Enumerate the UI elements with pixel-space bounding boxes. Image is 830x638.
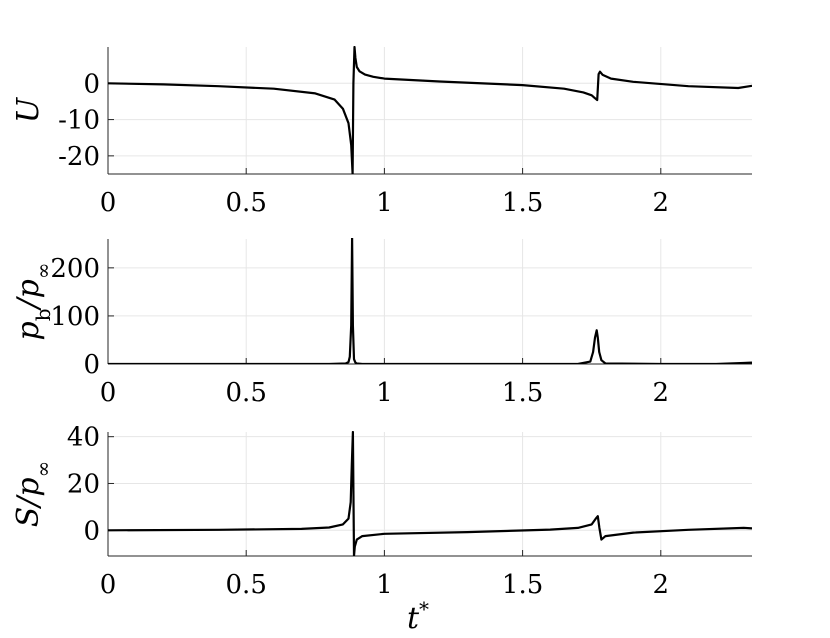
x-axis-label: t* bbox=[407, 597, 429, 636]
y-tick-label: 20 bbox=[67, 469, 100, 499]
x-tick-label: 1 bbox=[376, 188, 393, 218]
series-line bbox=[108, 431, 752, 556]
x-tick-label: 1.5 bbox=[502, 378, 543, 408]
x-tick-label: 0.5 bbox=[226, 570, 267, 600]
series-line bbox=[108, 46, 752, 174]
y-tick-label: -20 bbox=[58, 142, 100, 172]
x-tick-label: 1.5 bbox=[502, 188, 543, 218]
x-tick-label: 0.5 bbox=[226, 378, 267, 408]
y-tick-label: 200 bbox=[50, 254, 100, 284]
y-tick-label: 0 bbox=[83, 516, 100, 546]
x-tick-label: 2 bbox=[653, 378, 670, 408]
y-axis-label: U bbox=[11, 96, 46, 123]
series-line bbox=[108, 238, 752, 364]
y-tick-label: 0 bbox=[83, 350, 100, 380]
y-axis-label: pb/p∞ bbox=[11, 262, 55, 340]
x-tick-label: 0 bbox=[100, 570, 117, 600]
x-tick-label: 2 bbox=[653, 570, 670, 600]
x-tick-label: 1 bbox=[376, 378, 393, 408]
y-tick-label: 0 bbox=[83, 69, 100, 99]
subplot-1: 0 0.5 1 1.5 2 -20 -10 0 U bbox=[11, 46, 752, 218]
x-tick-label: 2 bbox=[653, 188, 670, 218]
y-tick-label: 100 bbox=[50, 302, 100, 332]
x-tick-label: 1 bbox=[376, 570, 393, 600]
y-tick-label: 40 bbox=[67, 423, 100, 453]
y-axis-label: S/p∞ bbox=[11, 461, 55, 528]
x-tick-label: 0 bbox=[100, 378, 117, 408]
y-tick-label: -10 bbox=[58, 106, 100, 136]
x-tick-label: 1.5 bbox=[502, 570, 543, 600]
x-tick-label: 0 bbox=[100, 188, 117, 218]
x-tick-label: 0.5 bbox=[226, 188, 267, 218]
